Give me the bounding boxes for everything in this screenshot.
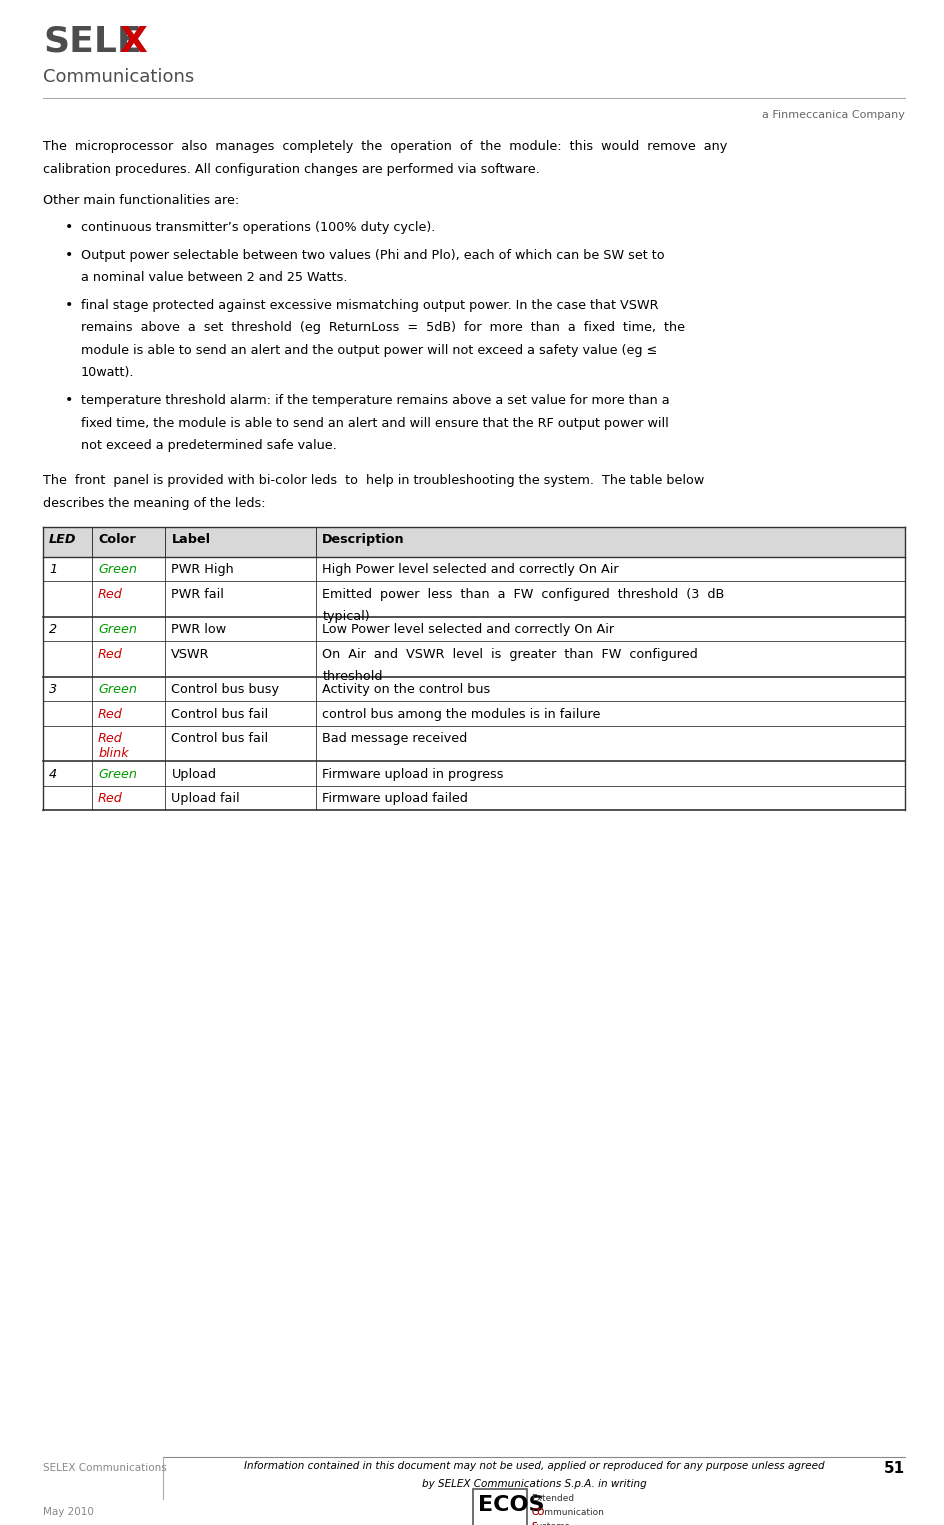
Text: PWR low: PWR low [171, 624, 227, 636]
Text: typical): typical) [322, 610, 369, 624]
Text: 51: 51 [883, 1461, 904, 1476]
Text: S: S [531, 1522, 536, 1525]
Text: Firmware upload in progress: Firmware upload in progress [322, 769, 503, 781]
Text: final stage protected against excessive mismatching output power. In the case th: final stage protected against excessive … [81, 299, 658, 313]
Text: not exceed a predetermined safe value.: not exceed a predetermined safe value. [81, 439, 336, 453]
Text: May 2010: May 2010 [43, 1507, 93, 1517]
Text: COmmunication: COmmunication [531, 1508, 603, 1517]
Text: Communications: Communications [43, 69, 194, 85]
Text: Description: Description [322, 534, 404, 546]
Text: ECOS: ECOS [478, 1494, 544, 1514]
Text: 4: 4 [49, 769, 57, 781]
Text: SELE: SELE [43, 24, 142, 59]
Text: Control bus fail: Control bus fail [171, 708, 268, 721]
Text: SELEX Communications: SELEX Communications [43, 1462, 166, 1473]
Text: Systems: Systems [531, 1522, 569, 1525]
Text: Red: Red [98, 793, 123, 805]
Text: VSWR: VSWR [171, 648, 210, 660]
Text: 1: 1 [49, 564, 57, 576]
Text: LED: LED [49, 534, 76, 546]
Text: Firmware upload failed: Firmware upload failed [322, 793, 467, 805]
Text: Extended: Extended [531, 1494, 574, 1504]
Text: PWR High: PWR High [171, 564, 234, 576]
Text: Output power selectable between two values (Phi and Plo), each of which can be S: Output power selectable between two valu… [81, 249, 664, 261]
Text: temperature threshold alarm: if the temperature remains above a set value for mo: temperature threshold alarm: if the temp… [81, 395, 669, 407]
Text: describes the meaning of the leds:: describes the meaning of the leds: [43, 497, 265, 509]
Text: Green: Green [98, 624, 137, 636]
Text: Activity on the control bus: Activity on the control bus [322, 683, 490, 697]
Text: Control bus fail: Control bus fail [171, 732, 268, 746]
Text: Bad message received: Bad message received [322, 732, 467, 746]
Text: CO: CO [531, 1508, 544, 1517]
Text: Emitted  power  less  than  a  FW  configured  threshold  (3  dB: Emitted power less than a FW configured … [322, 589, 724, 601]
Text: High Power level selected and correctly On Air: High Power level selected and correctly … [322, 564, 618, 576]
Text: Red
blink: Red blink [98, 732, 128, 761]
Text: 10watt).: 10watt). [81, 366, 134, 380]
Text: X: X [119, 24, 146, 59]
Text: Green: Green [98, 683, 137, 697]
Text: a Finmeccanica Company: a Finmeccanica Company [761, 110, 904, 120]
Text: calibration procedures. All configuration changes are performed via software.: calibration procedures. All configuratio… [43, 163, 539, 175]
FancyBboxPatch shape [473, 1488, 527, 1525]
Text: •: • [65, 297, 74, 313]
Text: •: • [65, 220, 74, 233]
Text: Red: Red [98, 708, 123, 721]
Text: 2: 2 [49, 624, 57, 636]
Text: fixed time, the module is able to send an alert and will ensure that the RF outp: fixed time, the module is able to send a… [81, 416, 668, 430]
Text: Color: Color [98, 534, 136, 546]
Text: control bus among the modules is in failure: control bus among the modules is in fail… [322, 708, 600, 721]
Text: Low Power level selected and correctly On Air: Low Power level selected and correctly O… [322, 624, 614, 636]
Text: Upload fail: Upload fail [171, 793, 240, 805]
Text: Label: Label [171, 534, 211, 546]
Text: module is able to send an alert and the output power will not exceed a safety va: module is able to send an alert and the … [81, 345, 656, 357]
Text: PWR fail: PWR fail [171, 589, 224, 601]
Text: Green: Green [98, 769, 137, 781]
Text: 3: 3 [49, 683, 57, 697]
Text: Red: Red [98, 648, 123, 660]
Text: remains  above  a  set  threshold  (eg  ReturnLoss  =  5dB)  for  more  than  a : remains above a set threshold (eg Return… [81, 322, 684, 334]
Text: •: • [65, 393, 74, 407]
Text: Control bus busy: Control bus busy [171, 683, 279, 697]
Text: a nominal value between 2 and 25 Watts.: a nominal value between 2 and 25 Watts. [81, 271, 347, 284]
Text: Upload: Upload [171, 769, 216, 781]
Text: Other main functionalities are:: Other main functionalities are: [43, 195, 239, 207]
Text: The  front  panel is provided with bi-color leds  to  help in troubleshooting th: The front panel is provided with bi-colo… [43, 474, 703, 488]
Text: Red: Red [98, 589, 123, 601]
Text: The  microprocessor  also  manages  completely  the  operation  of  the  module:: The microprocessor also manages complete… [43, 140, 727, 153]
Text: by SELEX Communications S.p.A. in writing: by SELEX Communications S.p.A. in writin… [421, 1479, 646, 1488]
Text: threshold: threshold [322, 671, 382, 683]
Bar [43, 528, 904, 557]
Text: Green: Green [98, 564, 137, 576]
Text: Information contained in this document may not be used, applied or reproduced fo: Information contained in this document m… [244, 1461, 823, 1472]
Text: continuous transmitter’s operations (100% duty cycle).: continuous transmitter’s operations (100… [81, 221, 435, 233]
Text: •: • [65, 247, 74, 261]
Text: On  Air  and  VSWR  level  is  greater  than  FW  configured: On Air and VSWR level is greater than FW… [322, 648, 698, 660]
